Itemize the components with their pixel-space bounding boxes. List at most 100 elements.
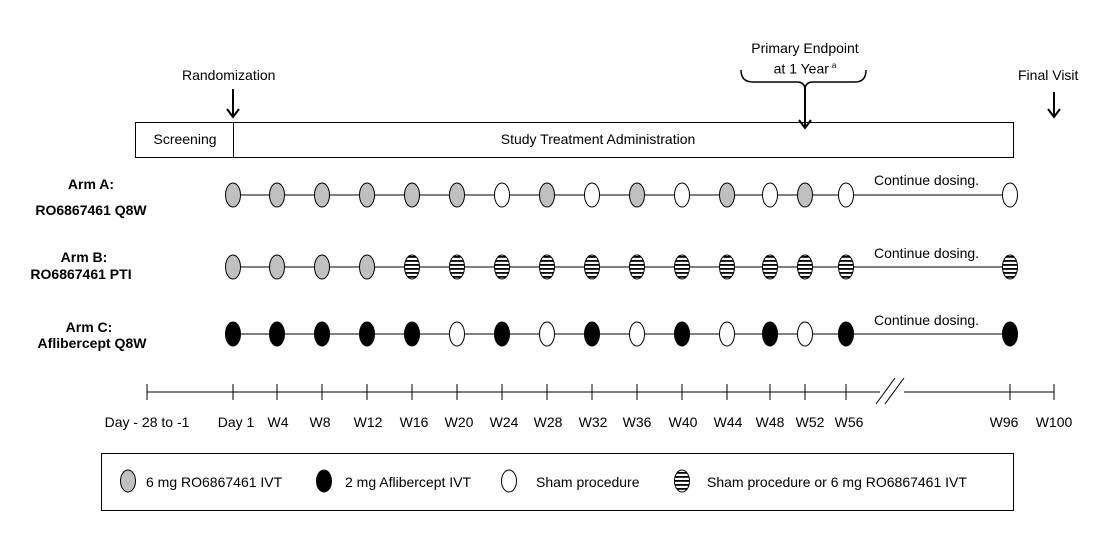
primary-endpoint-bracket (740, 69, 867, 130)
arm-a-dose-13-sham (762, 182, 778, 208)
tick-label-5: W16 (399, 414, 429, 430)
arm-b-dose-5-either (404, 254, 420, 280)
tick-label-10: W36 (622, 414, 652, 430)
legend-ro-label: 6 mg RO6867461 IVT (146, 474, 283, 490)
arm-a-dose-3-ro (314, 182, 330, 208)
randomization-arrow (226, 89, 240, 119)
arm-c-row (225, 321, 1018, 347)
screening-phase: Screening (136, 123, 234, 157)
final-visit-label: Final Visit (1018, 67, 1079, 83)
arm-a-dose-1-ro (225, 182, 241, 208)
arm-c-continue-label: Continue dosing. (874, 312, 980, 328)
arm-c-title: Arm C: (65, 319, 113, 335)
arm-a-dose-7-sham (494, 182, 510, 208)
arm-a-row (225, 182, 1018, 208)
arm-c-dose-10-sham (629, 321, 645, 347)
arm-c-dose-15-afl (838, 321, 854, 347)
tick-label-11: W40 (668, 414, 698, 430)
legend (101, 453, 1014, 511)
tick-label-3: W8 (309, 414, 331, 430)
arm-a-dose-15-sham (838, 182, 854, 208)
arm-b-dose-15-either (838, 254, 854, 280)
arm-b-title: Arm B: (60, 249, 108, 265)
final-visit-arrow (1047, 92, 1061, 119)
arm-a-dose-2-ro (269, 182, 285, 208)
primary-endpoint-footnote: a (831, 61, 837, 70)
arm-b-row (225, 254, 1018, 280)
arm-a-dose-6-ro (449, 182, 465, 208)
tick-label-9: W32 (578, 414, 608, 430)
treatment-label: Study Treatment Administration (500, 131, 696, 147)
arm-c-dose-1-afl (225, 321, 241, 347)
arm-c-dose-2-afl (269, 321, 285, 347)
randomization-label: Randomization (182, 67, 276, 83)
arm-a-dose-12-ro (719, 182, 735, 208)
arm-c-dose-13-afl (762, 321, 778, 347)
arm-b-dose-13-either (762, 254, 778, 280)
arm-c-dose-4-afl (359, 321, 375, 347)
screening-label: Screening (153, 131, 217, 147)
arm-a-dose-5-ro (404, 182, 420, 208)
tick-label-6: W20 (444, 414, 474, 430)
arm-c-dose-5-afl (404, 321, 420, 347)
arm-b-dose-11-either (674, 254, 690, 280)
arm-a-dose-4-ro (359, 182, 375, 208)
arm-b-dose-14-either (797, 254, 813, 280)
arm-a-title: Arm A: (67, 176, 115, 192)
primary-endpoint-line2: at 1 Year a (773, 60, 837, 77)
legend-either-label: Sham procedure or 6 mg RO6867461 IVT (707, 474, 967, 490)
arm-b-continue-label: Continue dosing. (874, 245, 980, 261)
arm-a-final-dose-sham (1002, 182, 1018, 208)
arm-b-dose-12-either (719, 254, 735, 280)
tick-label-8: W28 (533, 414, 563, 430)
legend-sham-label: Sham procedure (536, 474, 640, 490)
tick-label-13: W48 (755, 414, 785, 430)
arm-c-dose-3-afl (314, 321, 330, 347)
arm-c-dose-12-sham (719, 321, 735, 347)
arm-b-dose-1-ro (225, 254, 241, 280)
arm-b-dose-7-either (494, 254, 510, 280)
arm-b-dose-6-either (449, 254, 465, 280)
arm-a-continue-label: Continue dosing. (874, 172, 980, 188)
arm-c-dose-6-sham (449, 321, 465, 347)
arm-b-subtitle: RO6867461 PTI (30, 266, 132, 282)
axis-break-mark-1 (875, 377, 896, 405)
arm-a-dose-11-sham (674, 182, 690, 208)
arm-a-dose-8-ro (539, 182, 555, 208)
tick-label-1: Day 1 (217, 414, 255, 430)
arm-c-dose-11-afl (674, 321, 690, 347)
tick-label-15: W56 (834, 414, 864, 430)
arm-a-dose-9-sham (584, 182, 600, 208)
arm-b-dose-10-either (629, 254, 645, 280)
tick-label-14: W52 (795, 414, 825, 430)
arm-b-final-dose-either (1002, 254, 1018, 280)
arm-a-dose-14-ro (797, 182, 813, 208)
arm-a-dose-10-ro (629, 182, 645, 208)
arm-b-dose-9-either (584, 254, 600, 280)
tick-label-12: W44 (713, 414, 743, 430)
tick-label-final-2: W100 (1035, 414, 1073, 430)
screening-period-label: Day - 28 to -1 (104, 414, 190, 430)
tick-label-7: W24 (489, 414, 519, 430)
primary-endpoint-line1: Primary Endpoint (751, 40, 859, 56)
primary-endpoint-label: Primary Endpoint at 1 Year a (751, 39, 858, 78)
arm-b-dose-4-ro (359, 254, 375, 280)
tick-label-4: W12 (353, 414, 383, 430)
arm-c-subtitle: Aflibercept Q8W (37, 335, 147, 351)
axis-break-mark-2 (884, 377, 905, 405)
arm-c-dose-7-afl (494, 321, 510, 347)
arm-b-dose-2-ro (269, 254, 285, 280)
arm-a-subtitle: RO6867461 Q8W (35, 202, 147, 218)
arm-b-dose-3-ro (314, 254, 330, 280)
tick-label-final-1: W96 (989, 414, 1019, 430)
arm-c-dose-8-sham (539, 321, 555, 347)
arm-c-dose-9-afl (584, 321, 600, 347)
arm-b-dose-8-either (539, 254, 555, 280)
legend-afl-label: 2 mg Aflibercept IVT (345, 474, 472, 490)
arm-c-dose-14-sham (797, 321, 813, 347)
arm-c-final-dose-afl (1002, 321, 1018, 347)
tick-label-2: W4 (267, 414, 289, 430)
phase-bar: Screening Study Treatment Administration (135, 122, 1014, 158)
